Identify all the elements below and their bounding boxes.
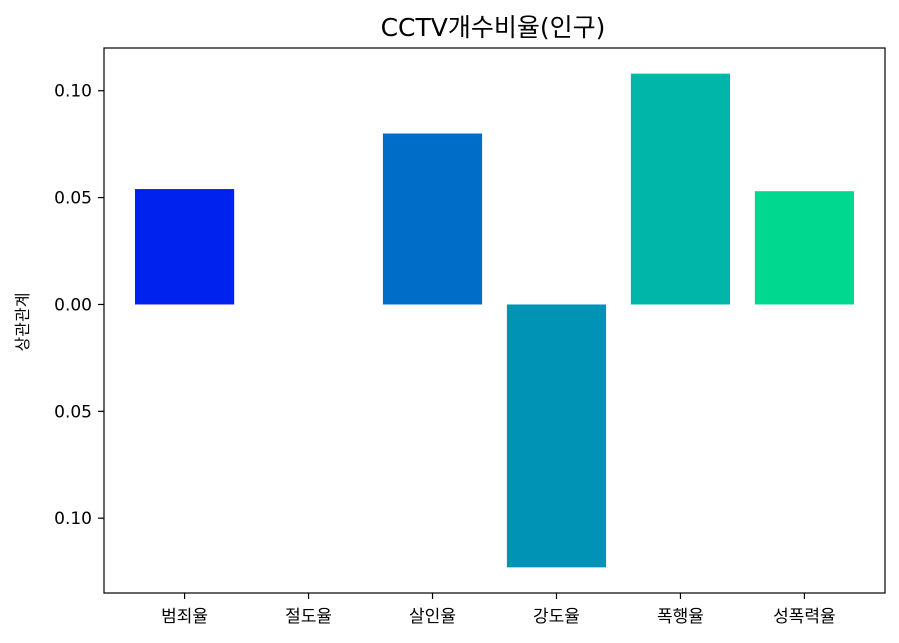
bar-3 [506,304,607,568]
x-axis-ticks: 범죄율 절도율 살인율 강도율 폭행율 성폭력율 [161,593,836,627]
x-tick-label: 살인율 [409,607,456,627]
y-tick-label: 0.10 [54,509,92,529]
y-tick-label: 0.10 [54,82,92,102]
bar-4 [630,73,731,305]
bar-2 [382,133,483,305]
x-tick-label: 절도율 [285,607,332,627]
y-tick-label: 0.05 [54,189,92,209]
x-tick-label: 강도율 [533,607,580,627]
y-axis-ticks: 0.10 0.05 0.00 0.05 0.10 [54,82,104,529]
y-axis-label: 상관관계 [13,293,32,352]
x-tick-label: 폭행율 [657,607,704,627]
y-tick-label: 0.00 [54,295,92,315]
bars-group [134,73,855,568]
x-tick-label: 범죄율 [161,607,208,627]
y-tick-label: 0.05 [54,402,92,422]
x-tick-label: 성폭력율 [773,607,836,627]
chart-title: CCTV개수비율(인구) [381,13,606,42]
plot-frame [103,47,886,594]
bar-0 [134,189,235,305]
bar-5 [754,191,855,305]
